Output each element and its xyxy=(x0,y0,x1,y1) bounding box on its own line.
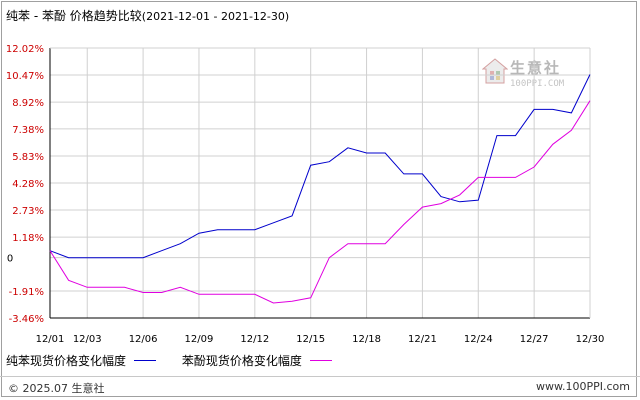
chart-title-text: 纯苯 - 苯酚 价格趋势比较 xyxy=(6,9,142,23)
legend-swatch-series-2 xyxy=(309,360,332,361)
x-tick-label: 12/21 xyxy=(408,334,437,345)
y-tick-label: 2.73% xyxy=(12,206,44,217)
x-tick-label: 12/24 xyxy=(464,334,493,345)
x-tick-label: 12/30 xyxy=(576,334,605,345)
legend: 纯苯现货价格变化幅度 苯酚现货价格变化幅度 xyxy=(6,352,354,369)
x-tick-label: 12/12 xyxy=(240,334,269,345)
series-line-1 xyxy=(49,74,591,259)
x-tick-labels: 12/01 12/03 12/06 12/09 12/12 12/15 12/18 12/21… xyxy=(36,334,605,345)
y-tick-label: -3.46% xyxy=(9,314,44,325)
y-tick-label: 4.28% xyxy=(12,179,44,190)
y-tick-label: 5.83% xyxy=(12,152,44,163)
chart-title: 纯苯 - 苯酚 价格趋势比较(2021-12-01 - 2021-12-30) xyxy=(6,7,289,24)
watermark-url: 100PPI.COM xyxy=(510,79,565,89)
x-tick-label: 12/18 xyxy=(352,334,381,345)
y-tick-label: -1.91% xyxy=(9,287,44,298)
x-tick-label: 12/15 xyxy=(296,334,325,345)
x-tick-label: 12/01 xyxy=(36,334,65,345)
y-tick-label: 10.47% xyxy=(6,71,44,82)
x-tick-label: 12/06 xyxy=(129,334,158,345)
chart-date-range: (2021-12-01 - 2021-12-30) xyxy=(141,10,290,23)
axes xyxy=(49,47,591,319)
legend-item-series-1: 纯苯现货价格变化幅度 xyxy=(6,352,157,369)
footer: © 2025.07 生意社 www.100PPI.com xyxy=(0,376,640,396)
legend-swatch-series-1 xyxy=(134,360,157,361)
series-line-2 xyxy=(49,100,591,304)
footer-copyright: © 2025.07 生意社 xyxy=(8,382,105,395)
series-lines xyxy=(49,74,591,304)
legend-label-series-1: 纯苯现货价格变化幅度 xyxy=(6,354,127,368)
legend-item-series-2: 苯酚现货价格变化幅度 xyxy=(182,352,332,369)
house-logo-icon xyxy=(481,58,509,84)
y-tick-labels: 12.02% 10.47% 8.92% 7.38% 5.83% 4.28% 2.73% 1.1… xyxy=(6,44,44,325)
legend-label-series-2: 苯酚现货价格变化幅度 xyxy=(181,354,302,368)
y-tick-label: 12.02% xyxy=(6,44,44,55)
y-tick-label: 1.18% xyxy=(12,233,44,244)
y-tick-label: 7.38% xyxy=(12,125,44,136)
x-tick-label: 12/27 xyxy=(520,334,549,345)
x-tick-label: 12/09 xyxy=(185,334,214,345)
x-tick-label: 12/03 xyxy=(73,334,102,345)
footer-site-link[interactable]: www.100PPI.com xyxy=(536,380,630,393)
y-tick-label: 8.92% xyxy=(12,98,44,109)
y-tick-label: 0 xyxy=(7,254,13,265)
